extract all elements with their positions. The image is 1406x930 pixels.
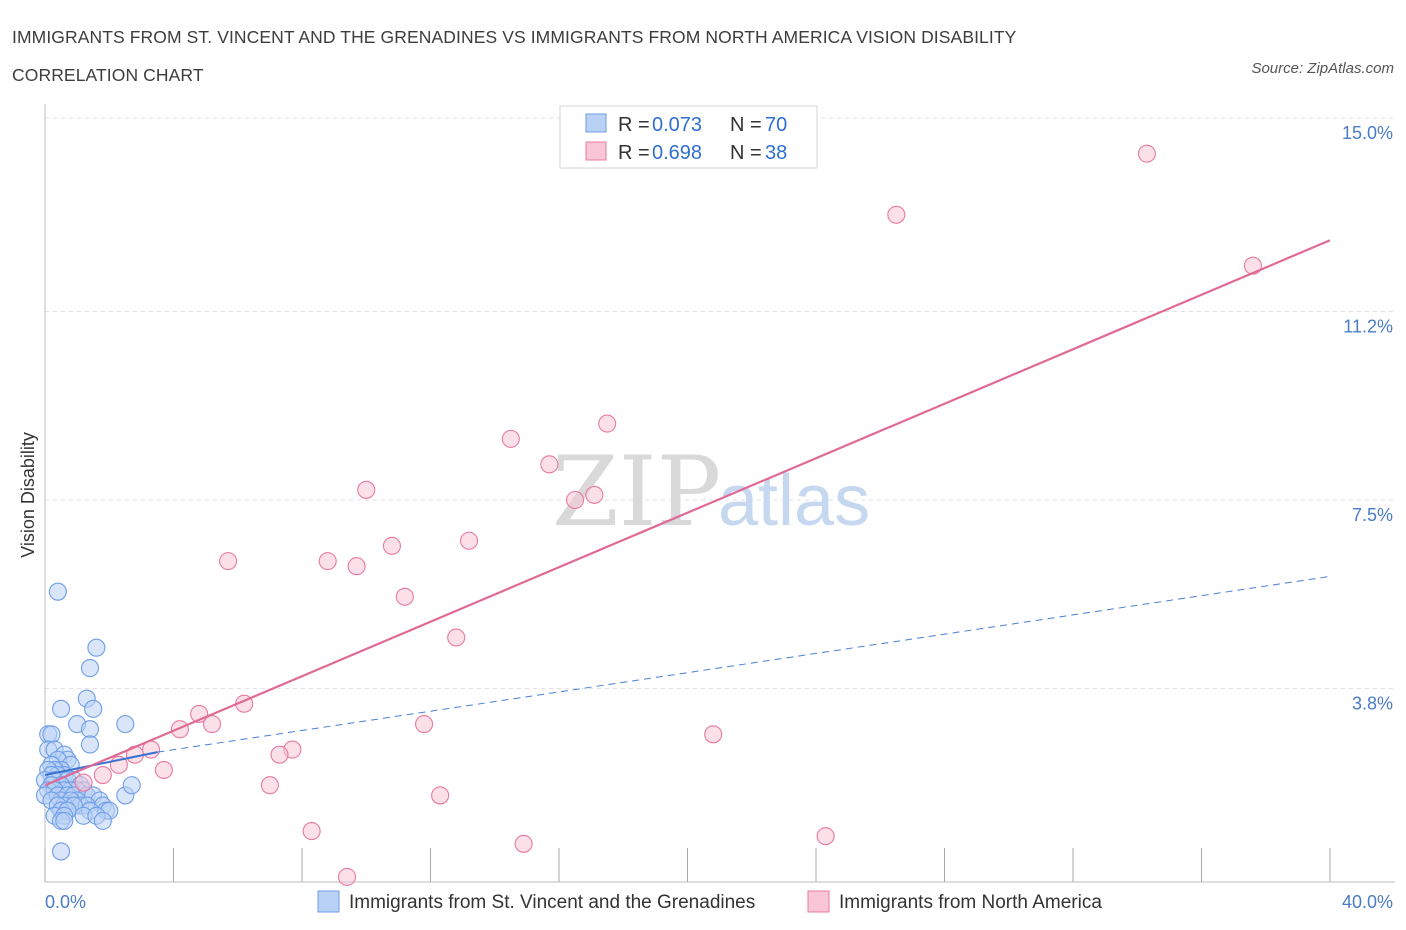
trend-layer: [44, 239, 1331, 787]
data-point-st-vincent: [80, 735, 100, 754]
top-legend: R = 0.073 N = 70 R = 0.698 N = 38: [559, 105, 818, 169]
bottom-legend-swatch-blue: [317, 890, 340, 913]
x-tick-label-min: 0.0%: [45, 892, 86, 912]
data-point-north-america: [154, 760, 173, 779]
data-point-north-america: [395, 587, 414, 606]
data-point-north-america: [447, 628, 466, 647]
data-point-north-america: [887, 205, 906, 224]
watermark-atlas: atlas: [718, 461, 870, 541]
data-point-north-america: [540, 455, 559, 474]
data-point-north-america: [459, 531, 479, 550]
data-point-north-america: [598, 414, 617, 433]
legend-swatch-blue: [585, 113, 607, 133]
data-point-north-america: [170, 720, 189, 739]
x-tick-label-max: 40.0%: [1342, 892, 1393, 912]
trendline-st-vincent-solid: [44, 751, 158, 777]
legend-n-value-pink: 38: [765, 142, 787, 164]
data-point-north-america: [219, 552, 238, 571]
legend-r-label-blue: R =: [618, 114, 650, 136]
data-point-north-america: [382, 536, 402, 555]
y-axis-title: Vision Disability: [18, 432, 38, 558]
data-point-st-vincent: [80, 720, 100, 739]
data-point-north-america: [270, 745, 289, 764]
data-point-st-vincent: [84, 699, 103, 718]
trendline-north-america: [44, 239, 1331, 787]
data-point-st-vincent: [80, 659, 100, 678]
data-point-st-vincent: [42, 725, 61, 744]
data-point-north-america: [415, 715, 434, 734]
source-label: Source: ZipAtlas.com: [1251, 60, 1394, 77]
data-point-st-vincent: [52, 842, 71, 861]
watermark: ZIP atlas: [552, 436, 870, 548]
data-point-st-vincent: [52, 699, 71, 718]
trendline-st-vincent-dashed: [157, 575, 1331, 753]
data-point-north-america: [302, 822, 321, 841]
data-point-st-vincent: [116, 715, 135, 734]
data-point-north-america: [1137, 144, 1156, 163]
data-point-north-america: [260, 776, 279, 795]
data-point-north-america: [74, 773, 93, 792]
data-point-north-america: [357, 480, 376, 499]
bottom-legend-swatch-pink: [807, 890, 830, 913]
legend-n-label-pink: N =: [730, 142, 762, 164]
data-point-north-america: [704, 725, 723, 744]
y-tick-label: 15.0%: [1342, 123, 1393, 143]
data-point-north-america: [585, 485, 604, 504]
legend-swatch-pink: [585, 141, 607, 161]
data-point-north-america: [337, 867, 357, 886]
bottom-legend-label-blue: Immigrants from St. Vincent and the Gren…: [349, 892, 755, 913]
data-point-st-vincent: [55, 811, 74, 830]
data-point-st-vincent: [93, 811, 112, 830]
legend-r-value-blue: 0.073: [652, 114, 702, 136]
data-point-st-vincent: [122, 776, 141, 795]
data-point-north-america: [566, 490, 585, 510]
data-point-north-america: [501, 429, 520, 448]
legend-n-value-blue: 70: [765, 114, 787, 136]
tick-label-layer: 3.8% 7.5% 11.2% 15.0% 0.0% 40.0%: [45, 123, 1393, 912]
data-point-st-vincent: [87, 638, 106, 657]
points-layer: [35, 144, 1262, 886]
legend-r-label-pink: R =: [618, 142, 650, 164]
data-point-st-vincent: [48, 582, 67, 601]
legend-r-value-pink: 0.698: [652, 142, 702, 164]
data-point-north-america: [1243, 256, 1262, 275]
data-point-north-america: [347, 557, 366, 576]
data-point-north-america: [431, 786, 450, 805]
data-point-north-america: [203, 715, 222, 734]
y-tick-label: 3.8%: [1352, 693, 1393, 713]
chart-title: IMMIGRANTS FROM ST. VINCENT AND THE GREN…: [12, 27, 1017, 85]
y-tick-label: 11.2%: [1343, 317, 1393, 337]
data-point-north-america: [514, 834, 533, 853]
watermark-zip: ZIP: [552, 436, 721, 548]
y-tick-label: 7.5%: [1352, 505, 1393, 525]
legend-n-label-blue: N =: [730, 114, 762, 136]
data-point-north-america: [816, 827, 835, 846]
bottom-legend: Immigrants from St. Vincent and the Gren…: [317, 890, 1102, 913]
data-point-north-america: [93, 765, 112, 785]
bottom-legend-label-pink: Immigrants from North America: [839, 892, 1102, 913]
grid-layer: [45, 117, 1395, 689]
data-point-north-america: [318, 552, 337, 571]
